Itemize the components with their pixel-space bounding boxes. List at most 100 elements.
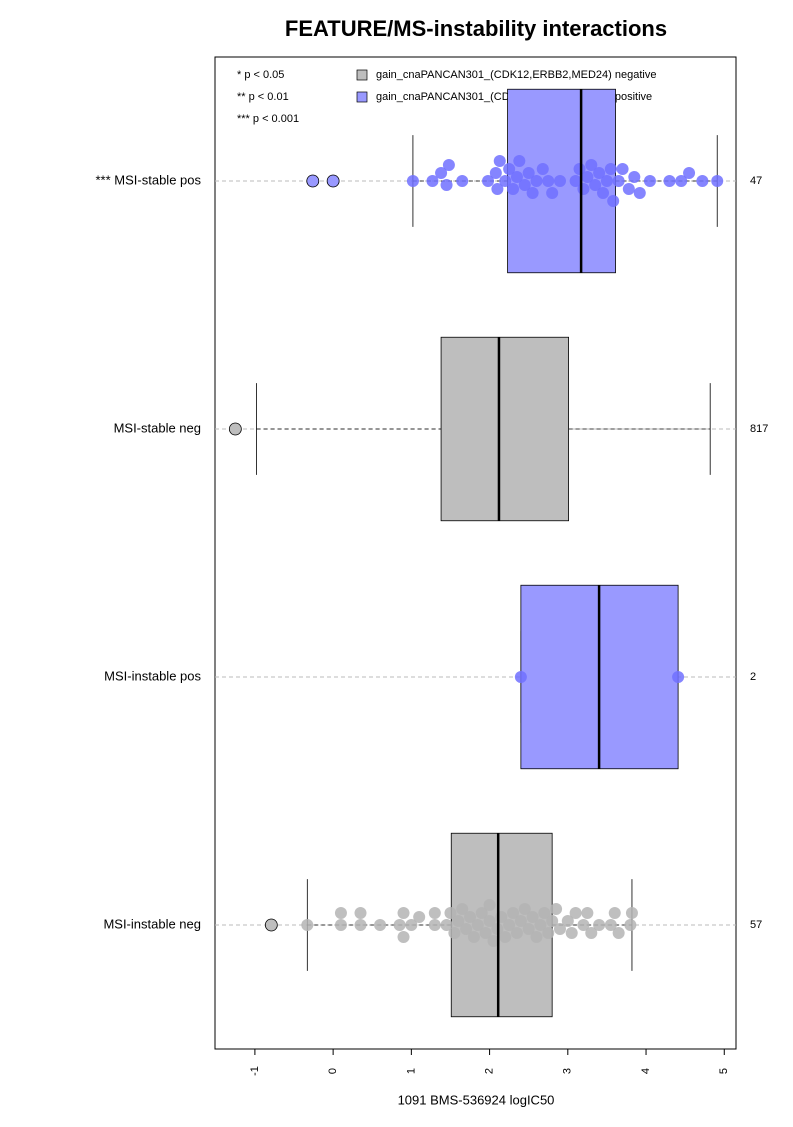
data-point [612,175,625,187]
data-point [406,175,419,187]
data-point [607,195,620,207]
group-count: 57 [750,919,762,931]
data-point [581,171,594,183]
data-point [507,183,520,195]
group-count: 2 [750,671,756,683]
legend-swatch [356,69,368,81]
data-point [503,919,516,931]
data-point [405,919,418,931]
data-point [675,175,688,187]
data-point [536,163,549,175]
data-point [510,927,523,939]
data-point [577,919,590,931]
data-point [522,167,535,179]
data-point [510,171,523,183]
data-point [696,175,709,187]
data-point [553,923,566,935]
data-point [625,907,638,919]
data-point [428,919,441,931]
data-point [397,907,410,919]
data-point [479,927,492,939]
significance-legend: ** p < 0.01 [237,91,289,103]
data-point [452,915,465,927]
data-point [456,175,469,187]
data-point [354,919,367,931]
data-point [499,175,512,187]
data-point [522,923,535,935]
legend-swatch [356,91,368,103]
data-point [538,907,551,919]
data-point [489,167,502,179]
data-point [565,927,578,939]
data-point [628,171,641,183]
data-point [672,671,685,683]
data-point [608,907,621,919]
data-point [530,175,543,187]
data-point [561,915,574,927]
data-point [413,911,426,923]
data-point [711,175,724,187]
group-label: MSI-instable pos [104,668,201,683]
data-point [471,919,484,931]
data-point [550,903,563,915]
x-axis-label: 1091 BMS-536924 logIC50 [398,1092,555,1107]
data-point [467,931,480,943]
data-point [440,179,453,191]
x-tick-label: 3 [562,1068,574,1074]
data-point [493,155,506,167]
group-label: MSI-stable neg [114,420,201,435]
data-point [546,187,559,199]
data-point [589,179,602,191]
data-point [518,179,531,191]
data-point [444,907,457,919]
data-point [301,919,314,931]
data-point [624,919,637,931]
data-point [593,167,606,179]
data-point [464,911,477,923]
data-point [622,183,635,195]
data-point [440,919,453,931]
x-tick-label: -1 [249,1066,261,1076]
data-point [577,183,590,195]
data-point [334,919,347,931]
data-point [597,187,610,199]
data-point [663,175,676,187]
data-point [491,183,504,195]
data-point [397,931,410,943]
data-point [514,671,527,683]
data-point [585,159,598,171]
data-point [442,159,455,171]
data-point [616,163,629,175]
data-point [456,903,469,915]
data-point [514,915,527,927]
data-point [435,167,448,179]
data-point [334,907,347,919]
data-point [534,919,547,931]
data-point [374,919,387,931]
data-point [526,911,539,923]
legend-label: gain_cnaPANCAN301_(CDK12,ERBB2,MED24) ne… [376,69,656,81]
data-point [482,175,495,187]
group-label: *** MSI-stable pos [96,172,202,187]
data-point [460,923,473,935]
x-tick-label: 0 [327,1068,339,1074]
x-tick-label: 5 [718,1068,730,1074]
data-point [507,907,520,919]
data-point [426,175,439,187]
x-tick-label: 2 [483,1068,495,1074]
data-point [600,175,613,187]
data-point [546,915,559,927]
outlier [264,918,278,932]
data-point [487,935,500,947]
outlier [228,422,242,436]
x-tick-label: 1 [405,1068,417,1074]
data-point [526,187,539,199]
data-point [683,167,696,179]
data-point [593,919,606,931]
data-point [585,927,598,939]
chart-title: FEATURE/MS-instability interactions [285,16,667,41]
data-point [503,163,516,175]
significance-legend: *** p < 0.001 [237,113,299,125]
data-point [612,927,625,939]
